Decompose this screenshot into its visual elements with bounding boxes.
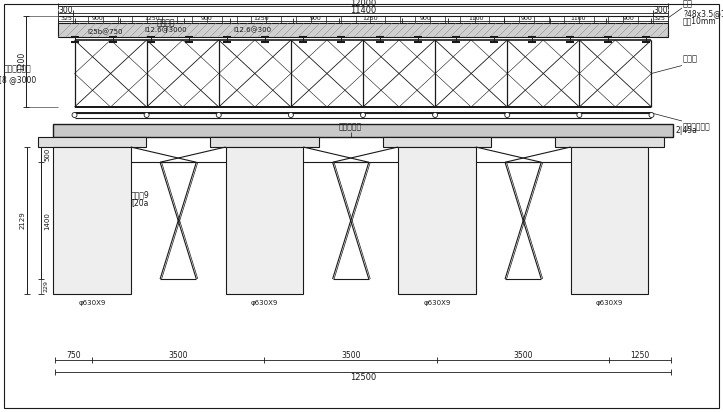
Bar: [398, 147, 476, 294]
Text: 900: 900: [92, 16, 103, 21]
Text: 墩头加劲肋: 墩头加劲肋: [339, 122, 362, 131]
Text: 1250: 1250: [144, 16, 160, 21]
Bar: [38, 137, 146, 147]
Circle shape: [216, 112, 221, 117]
Text: 贝雷片剪刀撑: 贝雷片剪刀撑: [4, 64, 32, 73]
Bar: [555, 137, 664, 147]
Text: I12.6@300: I12.6@300: [234, 26, 272, 33]
Text: 229: 229: [44, 281, 49, 293]
Text: 剪刀撑9: 剪刀撑9: [131, 191, 150, 199]
Text: ?48x3.5@1200: ?48x3.5@1200: [683, 9, 723, 19]
Text: 栏杆: 栏杆: [683, 0, 693, 8]
Text: 12000: 12000: [350, 0, 376, 7]
Circle shape: [649, 112, 654, 117]
Bar: [570, 147, 649, 294]
Bar: [226, 147, 303, 294]
Text: 300: 300: [653, 5, 667, 14]
Text: 900: 900: [310, 16, 322, 21]
Bar: [58, 23, 668, 37]
Text: 贝雷架铰支座: 贝雷架铰支座: [683, 122, 711, 131]
Circle shape: [144, 112, 149, 117]
Bar: [54, 147, 131, 294]
Text: φ630X9: φ630X9: [596, 300, 623, 306]
Text: 2|45a: 2|45a: [676, 126, 698, 134]
Text: 1200: 1200: [17, 52, 27, 71]
Circle shape: [577, 112, 582, 117]
Text: 12500: 12500: [350, 372, 376, 382]
Text: 750: 750: [67, 351, 81, 360]
Bar: [210, 137, 319, 147]
Text: φ630X9: φ630X9: [251, 300, 278, 306]
Text: 贝雷架: 贝雷架: [683, 54, 698, 63]
Text: I25b@750: I25b@750: [87, 28, 123, 35]
Text: [8 @3000: [8 @3000: [0, 75, 37, 84]
Bar: [53, 124, 673, 137]
Text: 3500: 3500: [341, 351, 361, 360]
Circle shape: [432, 112, 437, 117]
Text: 3500: 3500: [168, 351, 188, 360]
Text: φ630X9: φ630X9: [423, 300, 450, 306]
Text: 900: 900: [623, 16, 635, 21]
Text: 325: 325: [654, 16, 666, 21]
Text: 贝雷花架: 贝雷花架: [157, 18, 175, 27]
Circle shape: [288, 112, 294, 117]
Circle shape: [505, 112, 510, 117]
Text: 900: 900: [201, 16, 213, 21]
Text: 1250: 1250: [363, 16, 378, 21]
Text: 1100: 1100: [469, 16, 484, 21]
Text: 1400: 1400: [44, 212, 50, 229]
Text: I12.6@3000: I12.6@3000: [145, 26, 187, 33]
Circle shape: [361, 112, 366, 117]
Text: 900: 900: [419, 16, 431, 21]
Text: 500: 500: [44, 148, 50, 162]
Text: 1100: 1100: [570, 16, 586, 21]
Text: 2129: 2129: [20, 212, 26, 229]
Text: 钢板10mm: 钢板10mm: [683, 16, 716, 26]
Text: 325: 325: [60, 16, 72, 21]
Circle shape: [72, 112, 77, 117]
Text: [20a: [20a: [132, 199, 149, 208]
Text: 11400: 11400: [350, 5, 376, 14]
Bar: [382, 137, 491, 147]
Text: 1250: 1250: [630, 351, 650, 360]
Text: 1250: 1250: [254, 16, 269, 21]
Text: 300: 300: [59, 5, 73, 14]
Text: φ630X9: φ630X9: [78, 300, 106, 306]
Text: 3500: 3500: [513, 351, 533, 360]
Text: 900: 900: [521, 16, 533, 21]
